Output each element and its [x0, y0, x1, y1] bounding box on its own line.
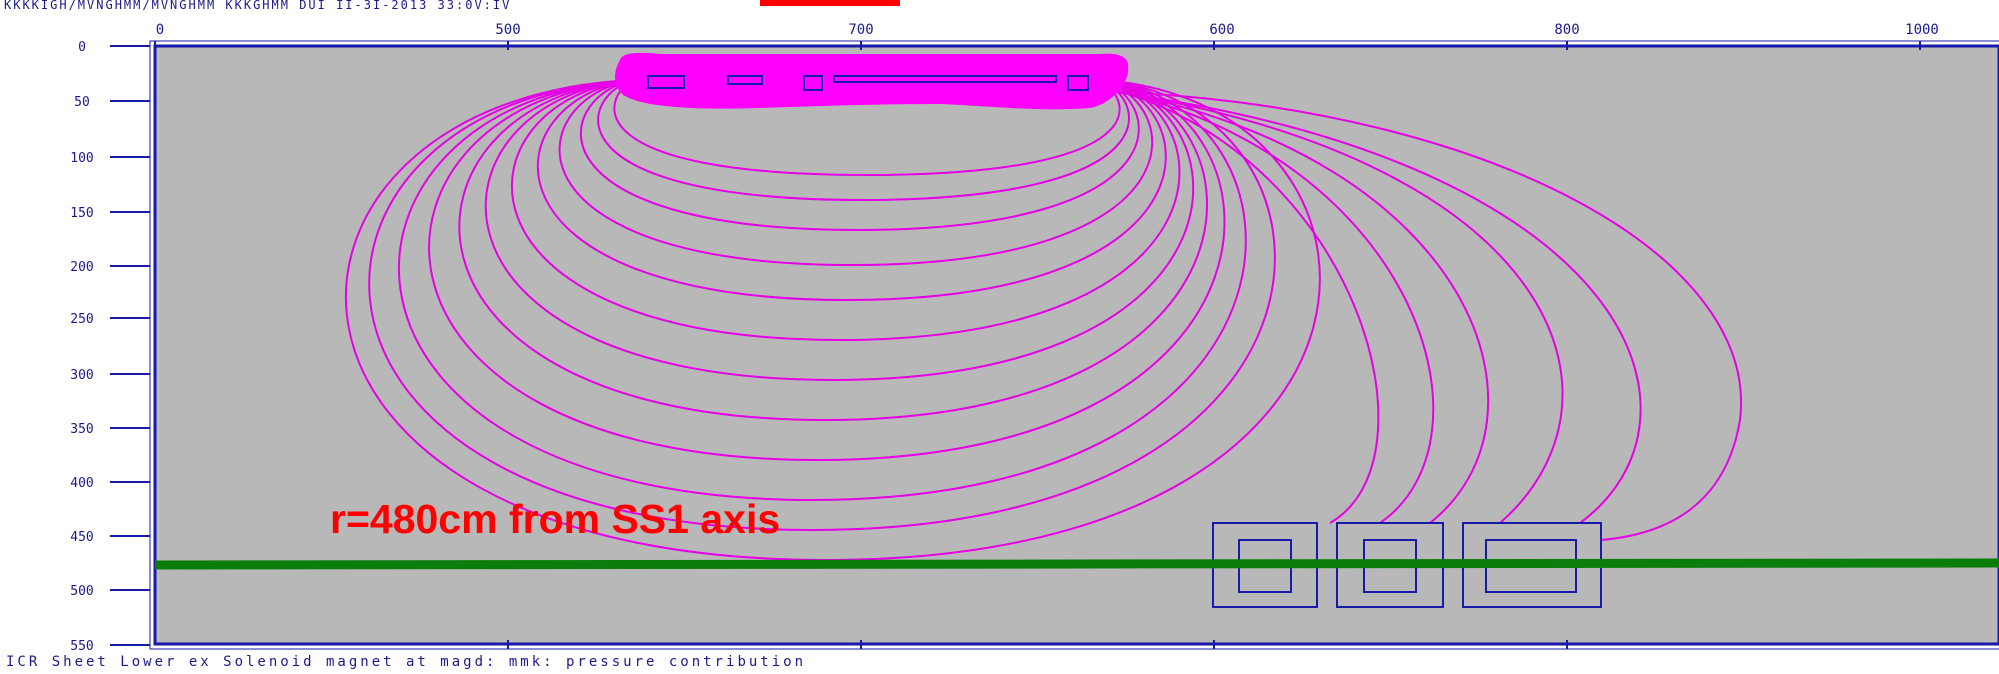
- plot-frame: [153, 44, 1999, 646]
- annotation-label: r=480cm from SS1 axis: [330, 496, 781, 542]
- x-tick-marks-top: [154, 41, 1921, 50]
- top-accent-bar: [760, 0, 900, 6]
- coil-rect: [1067, 75, 1089, 91]
- coil-rect: [803, 75, 823, 91]
- header-text: KKKKIGH/MVNGHMM/MVNGHMM KKKGHMM DUI II-3…: [4, 0, 512, 12]
- y-tick-label: 400: [70, 476, 93, 491]
- y-tick-label: 300: [70, 368, 93, 383]
- field-line: [1099, 89, 1642, 524]
- field-line: [1104, 89, 1564, 524]
- y-tick-label: 350: [70, 422, 93, 437]
- y-tick-label: 250: [70, 312, 93, 327]
- y-tick-label: 0: [78, 40, 86, 55]
- x-tick-label: 0: [156, 22, 164, 38]
- x-tick-label: 600: [1209, 22, 1234, 38]
- coil-rect: [833, 75, 1057, 83]
- field-line: [1114, 89, 1380, 524]
- x-tick-label: 800: [1554, 22, 1579, 38]
- y-tick-label: 150: [70, 206, 93, 221]
- y-tick-label: 50: [74, 95, 90, 110]
- field-line: [458, 79, 1208, 422]
- plot-frame-outer: [149, 40, 1999, 650]
- field-line: [1111, 89, 1435, 524]
- field-line: [398, 79, 1247, 502]
- field-line: [536, 79, 1167, 302]
- field-line: [613, 79, 1121, 177]
- y-tick-label: 100: [70, 151, 93, 166]
- reference-line-r480: [154, 558, 1999, 570]
- field-line: [484, 79, 1195, 382]
- field-line: [368, 79, 1276, 532]
- field-line: [1109, 89, 1489, 524]
- x-tick-label: 500: [495, 22, 520, 38]
- y-axis: 0 50 100 150 200 250 300 350 400 450 500…: [70, 40, 150, 654]
- field-line: [1119, 91, 1743, 541]
- field-line: [597, 79, 1131, 202]
- x-tick-label: 1000: [1905, 22, 1939, 38]
- plot-area: [155, 46, 1999, 644]
- field-line: [558, 79, 1154, 267]
- y-tick-label: 450: [70, 530, 93, 545]
- y-tick-label: 500: [70, 584, 93, 599]
- field-lines: [344, 79, 1743, 562]
- coil-rect: [727, 75, 763, 85]
- y-tick-label: 550: [70, 639, 93, 654]
- solenoid-coils: [647, 75, 1089, 91]
- coil-rect: [647, 75, 685, 89]
- x-tick-marks-bottom: [507, 640, 1568, 649]
- field-line: [428, 79, 1226, 462]
- y-tick-label: 200: [70, 260, 93, 275]
- field-line: [510, 79, 1181, 342]
- field-line: [579, 79, 1140, 232]
- footer-text: ICR Sheet Lower ex Solenoid magnet at ma…: [6, 654, 807, 670]
- x-tick-label: 700: [848, 22, 873, 38]
- x-tick-labels: 0 500 700 600 800 1000: [156, 22, 1939, 38]
